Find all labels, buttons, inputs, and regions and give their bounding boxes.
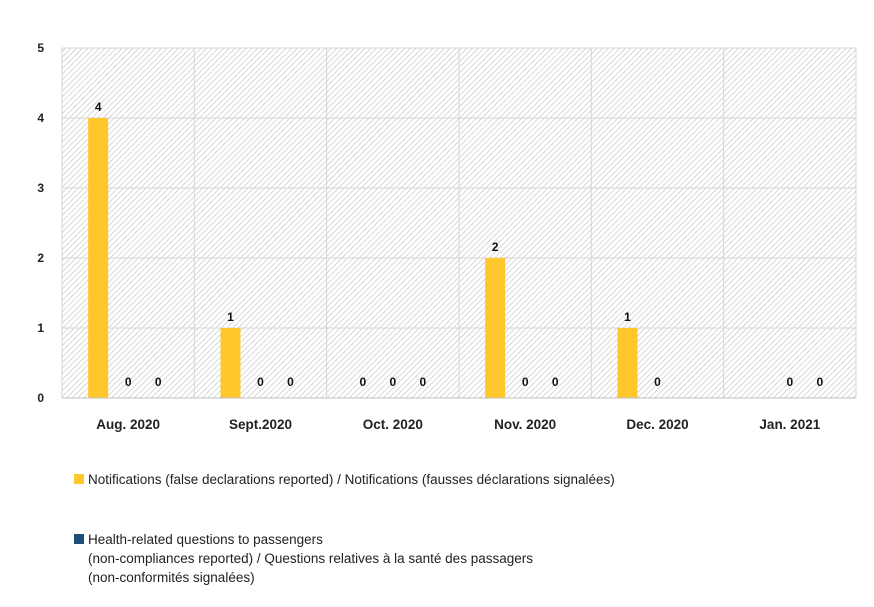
x-tick-label: Sept.2020 <box>229 417 292 432</box>
data-label: 0 <box>786 375 793 389</box>
bar <box>485 258 506 398</box>
data-label: 4 <box>95 100 102 114</box>
x-tick-label: Dec. 2020 <box>626 417 688 432</box>
data-label: 2 <box>492 240 499 254</box>
legend-label-health-questions: Health-related questions to passengers (… <box>88 532 533 585</box>
data-label: 0 <box>359 375 366 389</box>
bar <box>617 328 638 398</box>
x-tick-label: Nov. 2020 <box>494 417 556 432</box>
data-label: 0 <box>389 375 396 389</box>
y-tick-label: 3 <box>37 181 44 195</box>
y-tick-label: 1 <box>37 321 44 335</box>
data-label: 0 <box>125 375 132 389</box>
data-label: 0 <box>257 375 264 389</box>
legend-item-1: Notifications (false declarations report… <box>74 470 615 489</box>
bar-chart: 4 1 0 2 1 0 0 0 0 0 0 0 0 0 0 0 0 1 2 3 4 5 Aug. 2020 Sept.202… <box>37 41 857 432</box>
data-label: 0 <box>552 375 559 389</box>
data-label: 1 <box>227 310 234 324</box>
data-label: 0 <box>654 375 661 389</box>
data-label: 1 <box>624 310 631 324</box>
legend-item-2: Health-related questions to passengers (… <box>74 530 533 587</box>
x-tick-label: Jan. 2021 <box>759 417 820 432</box>
y-tick-label: 4 <box>37 111 44 125</box>
x-tick-label: Aug. 2020 <box>96 417 160 432</box>
data-label: 0 <box>155 375 162 389</box>
legend-swatch-health-questions <box>74 534 84 544</box>
data-label: 0 <box>287 375 294 389</box>
legend-label-notifications: Notifications (false declarations report… <box>88 472 615 487</box>
y-tick-label: 0 <box>37 391 44 405</box>
bar <box>88 118 109 398</box>
x-tick-label: Oct. 2020 <box>363 417 423 432</box>
y-tick-label: 2 <box>37 251 44 265</box>
y-tick-label: 5 <box>37 41 44 55</box>
bar <box>220 328 241 398</box>
data-label: 0 <box>419 375 426 389</box>
data-label: 0 <box>816 375 823 389</box>
data-label: 0 <box>522 375 529 389</box>
legend-swatch-notifications <box>74 474 84 484</box>
